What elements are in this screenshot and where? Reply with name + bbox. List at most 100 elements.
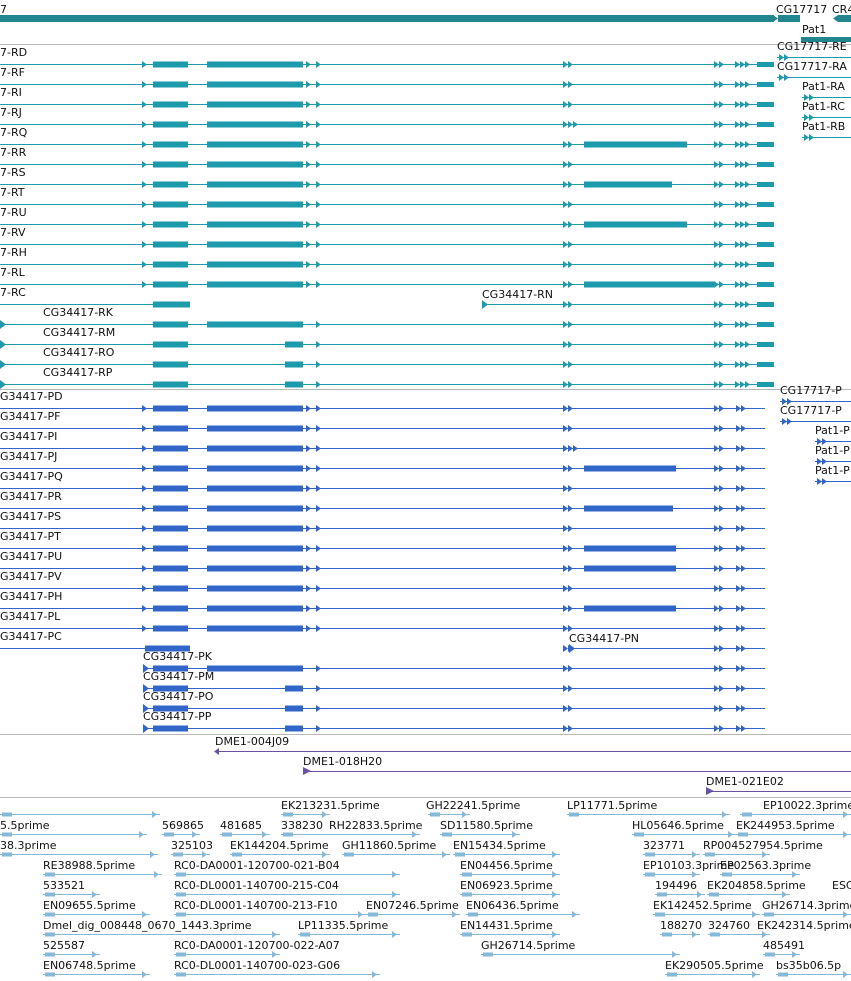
est-arrow — [150, 851, 155, 858]
est-arrow — [728, 831, 733, 838]
est-arrow — [322, 811, 327, 818]
transcript-line — [0, 264, 774, 265]
neighbor-gene-line — [815, 461, 851, 462]
exon-block — [153, 381, 188, 388]
exon-block — [207, 201, 303, 208]
strand-arrow — [563, 705, 568, 712]
strand-arrow — [568, 605, 573, 612]
gene-model-bar — [778, 15, 800, 22]
est-block — [300, 932, 310, 937]
strand-arrow — [142, 221, 147, 228]
est-arrow — [392, 891, 397, 898]
exon-block — [207, 61, 303, 68]
strand-arrow — [735, 201, 740, 208]
strand-arrow — [787, 398, 792, 405]
est-arrow — [392, 931, 397, 938]
est-line — [230, 854, 330, 855]
track-separator — [0, 797, 851, 798]
transcript-label: G34417-PD — [0, 390, 63, 403]
transcript-label: 7-RU — [0, 206, 27, 219]
strand-arrow — [568, 381, 573, 388]
strand-arrow — [741, 585, 746, 592]
est-line — [776, 974, 851, 975]
strand-arrow — [142, 281, 147, 288]
est-arrow — [142, 971, 147, 978]
strand-arrow — [740, 321, 745, 328]
est-arrow — [843, 831, 848, 838]
strand-arrow — [316, 201, 321, 208]
est-block — [2, 812, 12, 817]
exon-block — [757, 282, 774, 287]
strand-arrow — [306, 605, 311, 612]
est-arrow — [792, 951, 797, 958]
transcript-line — [0, 364, 774, 365]
est-label: RC0-DA0001-120700-022-A07 — [174, 939, 340, 952]
est-arrow — [92, 951, 97, 958]
strand-arrow — [563, 321, 568, 328]
exon-block — [207, 261, 303, 268]
est-line — [43, 914, 150, 915]
start-marker — [143, 704, 149, 713]
strand-arrow — [719, 565, 724, 572]
strand-arrow — [568, 301, 573, 308]
strand-arrow — [745, 101, 750, 108]
neighbor-gene-line — [815, 481, 851, 482]
exon-block — [285, 685, 303, 692]
strand-arrow — [779, 74, 784, 81]
est-block — [738, 832, 748, 837]
neighbor-gene-label: CG17717-P — [780, 384, 842, 397]
est-label: ESC — [832, 879, 851, 892]
est-label: 569865 — [162, 819, 204, 832]
strand-arrow — [736, 645, 741, 652]
exon-block — [153, 101, 188, 108]
strand-arrow — [736, 525, 741, 532]
est-block — [45, 912, 55, 917]
est-label: LP11335.5prime — [298, 919, 389, 932]
strand-arrow — [736, 485, 741, 492]
transcript-label: CG34417-RP — [43, 366, 113, 379]
strand-arrow — [745, 181, 750, 188]
transcript-label: CG34417-RK — [43, 306, 114, 319]
est-line — [174, 974, 380, 975]
strand-arrow — [306, 101, 311, 108]
est-line — [43, 974, 150, 975]
strand-arrow — [306, 525, 311, 532]
strand-arrow — [741, 665, 746, 672]
transcript-label: G34417-PF — [0, 410, 60, 423]
strand-arrow — [745, 121, 750, 128]
exon-block — [153, 261, 188, 268]
est-block — [283, 812, 293, 817]
strand-arrow — [714, 585, 719, 592]
transcript-label: G34417-PS — [0, 510, 61, 523]
strand-arrow — [568, 545, 573, 552]
strand-arrow — [714, 201, 719, 208]
strand-arrow — [316, 705, 321, 712]
est-arrow — [552, 931, 557, 938]
est-line — [366, 914, 460, 915]
est-label: EN06436.5prime — [466, 899, 559, 912]
exon-block — [838, 15, 851, 22]
est-arrow — [552, 871, 557, 878]
exon-block — [207, 525, 303, 532]
est-label: GH26714.3prime — [762, 899, 851, 912]
est-label: GH11860.5prime — [342, 839, 437, 852]
exon-block — [757, 122, 774, 127]
est-arrow — [692, 851, 697, 858]
strand-arrow — [142, 425, 147, 432]
exon-block — [153, 425, 188, 432]
strand-arrow — [563, 61, 568, 68]
est-block — [45, 892, 55, 897]
strand-arrow — [740, 221, 745, 228]
exon-block — [153, 545, 188, 552]
strand-arrow — [745, 201, 750, 208]
strand-arrow — [568, 361, 573, 368]
strand-arrow — [714, 705, 719, 712]
strand-arrow — [741, 485, 746, 492]
track-separator — [0, 44, 851, 45]
strand-arrow — [316, 261, 321, 268]
exon-block — [153, 445, 188, 452]
exon-block — [207, 565, 303, 572]
strand-arrow — [741, 445, 746, 452]
strand-arrow — [714, 161, 719, 168]
strand-arrow — [568, 505, 573, 512]
